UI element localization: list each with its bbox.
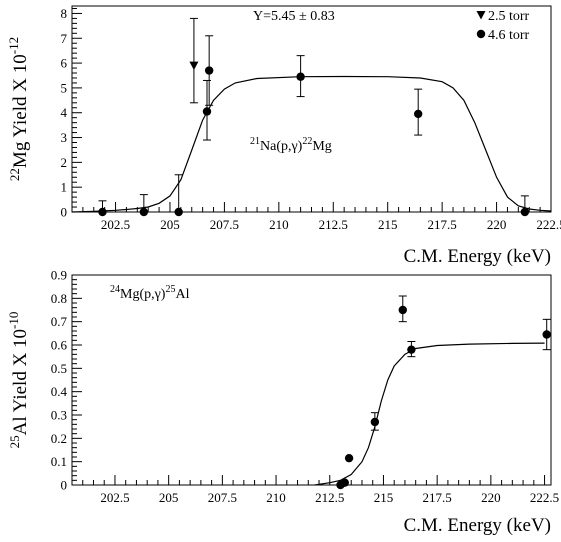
data-point	[398, 305, 407, 315]
series-circles	[98, 35, 530, 217]
data-point	[340, 478, 349, 487]
x-axis-label: C.M. Energy (keV)	[404, 515, 551, 536]
reaction-superscript: 21	[250, 136, 260, 147]
y-label-exponent: -10	[6, 312, 21, 329]
x-tick-label: 202.5	[100, 490, 129, 505]
y-tick-label: 0	[61, 478, 68, 493]
x-tick-label: 222.5	[536, 217, 561, 232]
legend: 2.5 torr 4.6 torr	[476, 9, 530, 43]
x-tick-label: 205	[159, 490, 179, 505]
reaction-label: 21Na(p,γ)22Mg	[250, 136, 332, 154]
y-tick-label: 0.5	[51, 361, 67, 376]
x-axis-ticks: 202.5 205 207.5 210 212.5 215 217.5 220 222.5	[82, 475, 559, 505]
x-tick-label: 220	[481, 490, 501, 505]
data-point	[98, 207, 107, 217]
x-tick-label: 210	[269, 217, 289, 232]
legend-marker-triangle	[476, 11, 486, 20]
y-label-superscript: 25	[7, 435, 22, 448]
x-tick-label: 215	[378, 217, 398, 232]
y-tick-label: 0	[61, 205, 68, 220]
reaction-label: 24Mg(p,γ)25Al	[110, 284, 190, 302]
x-tick-label: 207.5	[208, 490, 237, 505]
y-axis-ticks: 0 0.1 0.2 0.3 0.4 0.5 0.6 0.7 0.8 0.9	[51, 268, 82, 493]
reaction-text: Al	[175, 287, 189, 302]
reaction-text: Na(p,γ)	[260, 139, 303, 154]
data-point	[139, 207, 149, 217]
y-tick-label: 3	[61, 130, 68, 145]
reaction-superscript: 22	[302, 136, 312, 147]
y-axis-ticks: 0 1 2 3 4 5 6 7 8	[61, 6, 82, 220]
y-axis-label: 25Al Yield X 10-10	[6, 312, 31, 449]
chart-panel-2: 202.5 205 207.5 210 212.5 215 217.5 220 222.5 0 0.…	[6, 268, 559, 537]
y-tick-label: 0.6	[51, 338, 68, 353]
x-tick-label: 202.5	[101, 217, 130, 232]
fit-curve	[71, 75, 552, 213]
reaction-text: Mg	[312, 139, 331, 154]
legend-label: 2.5 torr	[488, 9, 530, 24]
y-label-exponent: -12	[6, 37, 21, 54]
data-point	[189, 61, 199, 71]
y-tick-label: 4	[61, 105, 68, 120]
x-axis-label: C.M. Energy (keV)	[404, 246, 551, 267]
y-tick-label: 8	[61, 6, 68, 21]
data-point	[407, 345, 416, 354]
fit-annotation: Y=5.45 ± 0.83	[253, 9, 335, 24]
data-point	[542, 330, 551, 339]
data-point	[370, 417, 380, 427]
x-tick-label: 217.5	[428, 217, 457, 232]
y-axis-label: 22Mg Yield X 10-12	[6, 37, 31, 181]
y-tick-label: 0.3	[51, 408, 67, 423]
x-tick-label: 220	[487, 217, 507, 232]
reaction-superscript: 25	[165, 284, 175, 295]
y-tick-label: 0.4	[51, 384, 68, 399]
y-tick-label: 0.7	[51, 314, 68, 329]
reaction-text: Mg(p,γ)	[120, 287, 166, 302]
y-tick-label: 0.2	[51, 431, 67, 446]
x-tick-label: 212.5	[319, 217, 348, 232]
y-label-text: Mg Yield X 10	[10, 54, 31, 168]
y-tick-label: 0.1	[51, 454, 67, 469]
legend-label: 4.6 torr	[488, 28, 530, 43]
x-tick-label: 207.5	[210, 217, 239, 232]
y-tick-label: 0.8	[51, 291, 67, 306]
y-tick-label: 0.9	[51, 268, 67, 283]
data-point	[174, 207, 183, 217]
x-tick-label: 212.5	[315, 490, 344, 505]
data-point	[202, 107, 212, 116]
chart-panel-1: 202.5205207.5210212.5215217.5220222.5012…	[6, 5, 561, 267]
data-point	[520, 207, 530, 217]
plot-frame	[71, 274, 552, 486]
y-tick-label: 1	[61, 180, 68, 195]
data-point	[413, 109, 423, 119]
data-point	[296, 72, 305, 81]
series-triangles	[189, 17, 199, 104]
x-tick-label: 210	[266, 490, 286, 505]
legend-marker-circle	[476, 29, 486, 39]
x-tick-label: 205	[160, 217, 180, 232]
y-label-superscript: 22	[7, 168, 22, 181]
y-label-text: Al Yield X 10	[10, 329, 31, 435]
x-tick-label: 215	[374, 490, 394, 505]
series-circles	[336, 295, 551, 490]
y-tick-label: 7	[61, 31, 68, 46]
x-tick-label: 217.5	[423, 490, 452, 505]
y-tick-label: 5	[61, 80, 68, 95]
reaction-superscript: 24	[110, 284, 120, 295]
data-point	[204, 66, 214, 75]
y-tick-label: 2	[61, 155, 68, 170]
data-point	[344, 453, 354, 463]
x-tick-label: 222.5	[530, 490, 559, 505]
y-tick-label: 6	[61, 56, 68, 71]
x-axis-ticks: 202.5 205 207.5 210 212.5 215 217.5 220 222.5	[82, 202, 561, 232]
fit-curve	[314, 342, 545, 486]
